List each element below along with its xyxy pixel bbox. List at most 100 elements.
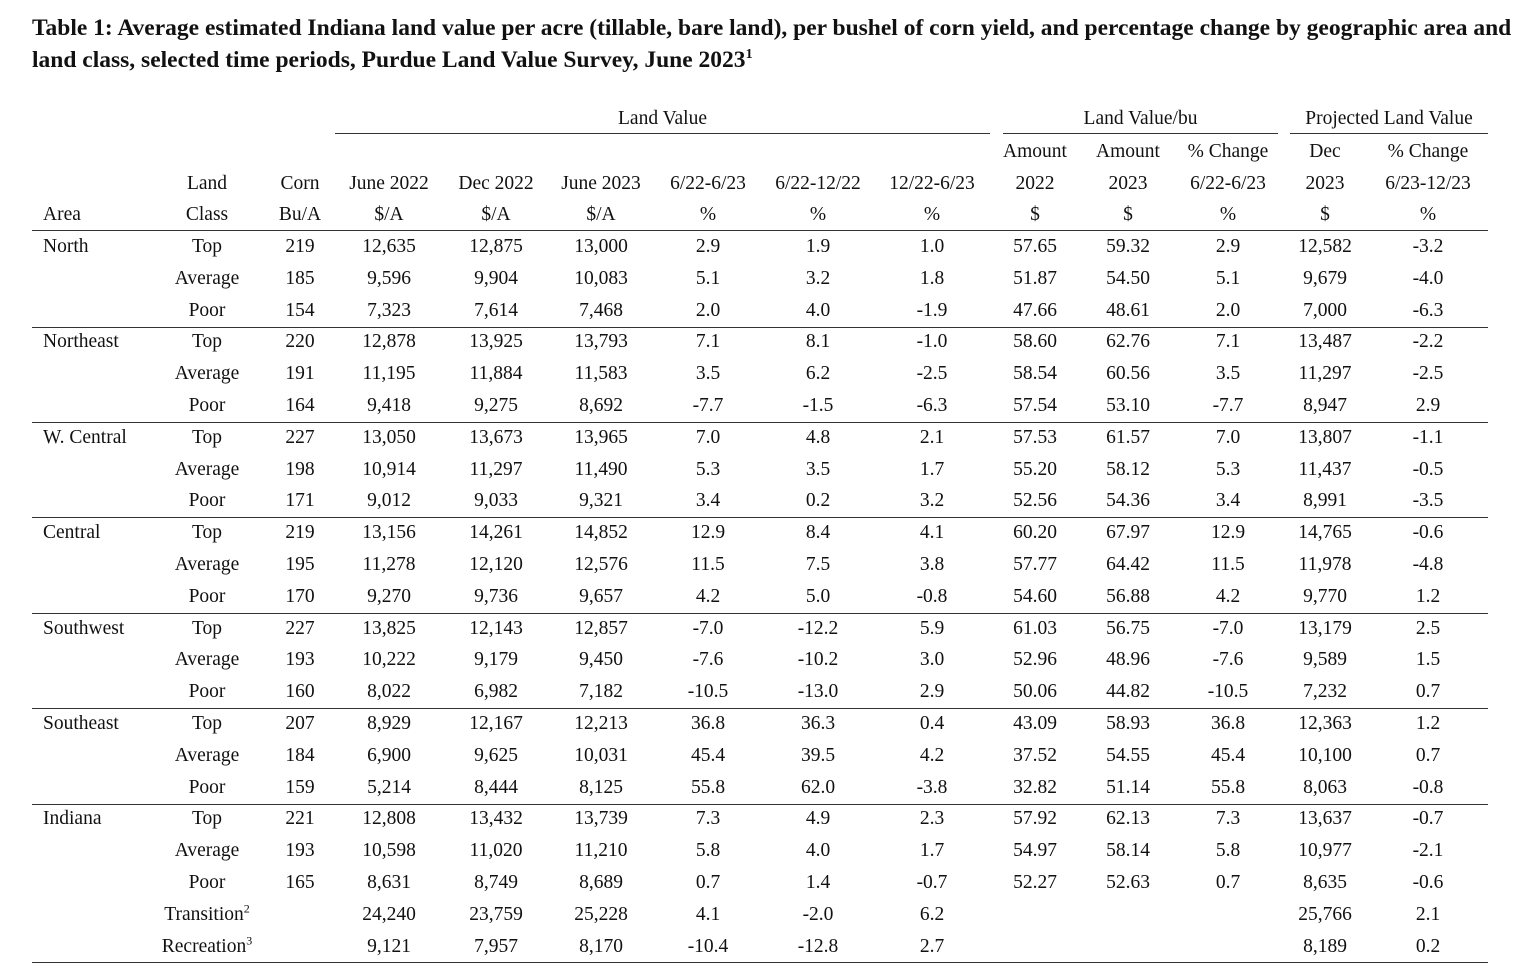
value-cell: 11,210 xyxy=(574,840,628,862)
value-cell: 7.3 xyxy=(695,808,721,830)
value-cell: 3.4 xyxy=(695,490,721,512)
table-title: Table 1: Average estimated Indiana land … xyxy=(32,12,1532,76)
value-cell: -7.7 xyxy=(1212,395,1244,416)
column-header: $ xyxy=(1030,204,1040,225)
value-cell: 1.4 xyxy=(805,872,831,893)
value-cell: 45.4 xyxy=(690,744,726,766)
value-cell: 3.5 xyxy=(1215,363,1241,385)
value-cell: 60.56 xyxy=(1106,363,1150,385)
value-cell: 2.0 xyxy=(695,299,721,321)
area-cell: Southwest xyxy=(43,617,125,639)
value-cell: 57.54 xyxy=(1013,395,1057,416)
value-cell: 5.0 xyxy=(805,585,831,607)
value-cell: 11,583 xyxy=(574,363,628,385)
value-cell: 13,673 xyxy=(469,426,523,448)
value-cell: 9,596 xyxy=(367,267,411,289)
value-cell: 1.0 xyxy=(919,236,945,257)
value-cell: -7.0 xyxy=(1212,617,1244,639)
class-cell: Top xyxy=(191,522,223,544)
value-cell: 5.1 xyxy=(695,267,721,289)
value-cell: -12.2 xyxy=(797,617,839,639)
value-cell: 11,297 xyxy=(1298,363,1352,385)
value-cell: 12,635 xyxy=(362,236,416,257)
value-cell: 5.8 xyxy=(695,840,721,862)
value-cell: -0.6 xyxy=(1412,872,1444,893)
value-cell: 53.10 xyxy=(1106,395,1150,416)
rule xyxy=(1290,133,1488,134)
value-cell: 8,929 xyxy=(367,713,411,734)
area-cell: North xyxy=(43,236,89,257)
value-cell: 11,884 xyxy=(469,363,523,385)
value-cell: 57.65 xyxy=(1013,236,1057,257)
value-cell: 8,635 xyxy=(1303,872,1347,893)
value-cell: -10.2 xyxy=(797,649,839,671)
value-cell: 2.9 xyxy=(919,681,945,703)
value-cell: 195 xyxy=(285,554,315,575)
value-cell: -3.5 xyxy=(1412,490,1444,512)
value-cell: 9,179 xyxy=(474,649,518,671)
area-cell: Southeast xyxy=(43,713,119,734)
value-cell: 23,759 xyxy=(469,903,523,925)
value-cell: 12.9 xyxy=(1210,522,1246,544)
column-header: 2022 xyxy=(1015,172,1055,194)
value-cell: -2.2 xyxy=(1412,331,1444,353)
rule xyxy=(32,421,1488,423)
value-cell: 10,598 xyxy=(362,840,416,862)
class-note: 2 xyxy=(243,901,250,916)
value-cell: 52.27 xyxy=(1013,872,1057,893)
value-cell: 221 xyxy=(285,808,315,830)
class-cell: Poor xyxy=(188,872,226,893)
column-header: Dec 2022 xyxy=(458,172,534,194)
value-cell: 191 xyxy=(285,363,315,385)
value-cell: 11,020 xyxy=(469,840,523,862)
value-cell: 9,625 xyxy=(474,744,518,766)
value-cell: -7.0 xyxy=(692,617,724,639)
value-cell: 0.7 xyxy=(695,872,721,893)
value-cell: 8,189 xyxy=(1303,935,1347,957)
value-cell: 4.8 xyxy=(805,426,831,448)
value-cell: 13,179 xyxy=(1298,617,1352,639)
value-cell: 57.53 xyxy=(1013,426,1057,448)
value-cell: 9,657 xyxy=(579,585,623,607)
area-cell: Central xyxy=(43,522,101,544)
column-header: $/A xyxy=(374,204,404,225)
value-cell: 13,793 xyxy=(574,331,628,353)
column-header: 12/22-6/23 xyxy=(889,172,975,194)
value-cell: 13,807 xyxy=(1298,426,1352,448)
value-cell: -2.0 xyxy=(802,903,834,925)
value-cell: 7,468 xyxy=(579,299,623,321)
value-cell: 13,050 xyxy=(362,426,416,448)
value-cell: 220 xyxy=(285,331,315,353)
value-cell: 10,222 xyxy=(362,649,416,671)
rule xyxy=(32,517,1488,519)
value-cell: 7,232 xyxy=(1303,681,1347,703)
value-cell: -4.8 xyxy=(1412,554,1444,575)
value-cell: 57.92 xyxy=(1013,808,1057,830)
value-cell: 10,031 xyxy=(574,744,628,766)
value-cell: 8.4 xyxy=(805,522,831,544)
class-cell: Top xyxy=(191,236,223,257)
value-cell: 58.54 xyxy=(1013,363,1057,385)
value-cell: 7.1 xyxy=(1215,331,1241,353)
class-cell: Top xyxy=(191,617,223,639)
value-cell: 43.09 xyxy=(1013,713,1057,734)
value-cell: 2.3 xyxy=(919,808,945,830)
value-cell: 4.1 xyxy=(695,903,721,925)
column-header: % xyxy=(1219,204,1237,225)
value-cell: 0.2 xyxy=(1415,935,1441,957)
value-cell: 4.0 xyxy=(805,840,831,862)
value-cell: 9,033 xyxy=(474,490,518,512)
value-cell: 7.1 xyxy=(695,331,721,353)
value-cell: 13,487 xyxy=(1298,331,1352,353)
value-cell: -7.7 xyxy=(692,395,724,416)
rule xyxy=(32,326,1488,328)
value-cell: 154 xyxy=(285,299,315,321)
value-cell: 6,900 xyxy=(367,744,411,766)
value-cell: 3.0 xyxy=(919,649,945,671)
value-cell: 4.9 xyxy=(805,808,831,830)
value-cell: 9,418 xyxy=(367,395,411,416)
column-header: Dec xyxy=(1309,141,1341,162)
value-cell: 58.60 xyxy=(1013,331,1057,353)
class-cell: Poor xyxy=(188,490,226,512)
value-cell: 0.7 xyxy=(1415,744,1441,766)
